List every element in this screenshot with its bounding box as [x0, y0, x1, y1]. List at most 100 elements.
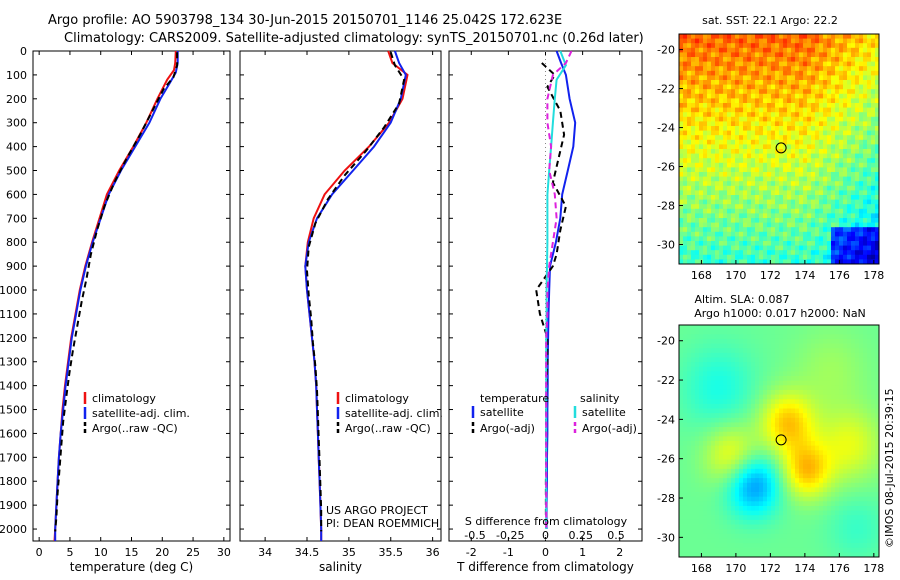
- heatmap-cell: [771, 158, 776, 164]
- heatmap-cell: [787, 103, 792, 108]
- heatmap-cell: [727, 338, 732, 344]
- heatmap-cell: [747, 334, 752, 340]
- heatmap-cell: [771, 185, 776, 191]
- heatmap-cell: [835, 162, 840, 168]
- heatmap-cell: [835, 144, 840, 150]
- heatmap-cell: [731, 75, 736, 81]
- heatmap-cell: [847, 348, 852, 354]
- heatmap-cell: [679, 103, 684, 108]
- heatmap-cell: [743, 441, 748, 447]
- heatmap-cell: [807, 61, 812, 67]
- heatmap-cell: [871, 116, 876, 122]
- heatmap-cell: [855, 408, 860, 414]
- heatmap-cell: [747, 376, 752, 382]
- heatmap-cell: [731, 218, 736, 223]
- heatmap-cell: [799, 515, 804, 521]
- heatmap-cell: [791, 98, 796, 104]
- heatmap-cell: [863, 61, 868, 67]
- heatmap-cell: [727, 362, 732, 368]
- heatmap-cell: [843, 519, 848, 525]
- heatmap-cell: [755, 181, 760, 187]
- heatmap-cell: [715, 343, 720, 349]
- heatmap-cell: [795, 487, 800, 493]
- heatmap-cell: [815, 441, 820, 447]
- heatmap-cell: [787, 204, 792, 210]
- heatmap-cell: [727, 250, 732, 256]
- heatmap-cell: [711, 399, 716, 405]
- heatmap-cell: [823, 441, 828, 447]
- heatmap-cell: [715, 181, 720, 187]
- y-tick-label: 800: [6, 236, 27, 249]
- heatmap-cell: [755, 61, 760, 67]
- heatmap-cell: [735, 389, 740, 395]
- heatmap-cell: [699, 218, 704, 223]
- heatmap-cell: [687, 84, 692, 90]
- heatmap-cell: [735, 231, 740, 237]
- heatmap-cell: [715, 199, 720, 205]
- heatmap-cell: [835, 515, 840, 521]
- heatmap-cell: [839, 34, 844, 39]
- heatmap-cell: [723, 459, 728, 465]
- heatmap-cell: [703, 496, 708, 502]
- heatmap-cell: [683, 408, 688, 414]
- heatmap-cell: [747, 362, 752, 368]
- heatmap-cell: [787, 259, 792, 265]
- heatmap-cell: [723, 482, 728, 488]
- heatmap-cell: [819, 195, 824, 200]
- heatmap-cell: [683, 389, 688, 395]
- heatmap-cell: [871, 524, 876, 530]
- heatmap-cell: [679, 80, 684, 85]
- heatmap-cell: [707, 80, 712, 85]
- heatmap-cell: [755, 130, 760, 136]
- heatmap-cell: [811, 103, 816, 108]
- heatmap-cell: [691, 144, 696, 150]
- heatmap-cell: [759, 417, 764, 423]
- heatmap-cell: [787, 417, 792, 423]
- heatmap-cell: [803, 52, 808, 58]
- heatmap-cell: [719, 135, 724, 141]
- heatmap-cell: [855, 431, 860, 437]
- heatmap-cell: [851, 236, 856, 242]
- heatmap-cell: [719, 176, 724, 182]
- heatmap-cell: [739, 357, 744, 363]
- heatmap-cell: [691, 254, 696, 260]
- heatmap-cell: [863, 515, 868, 521]
- heatmap-cell: [723, 431, 728, 437]
- heatmap-cell: [779, 478, 784, 484]
- heatmap-cell: [863, 492, 868, 498]
- heatmap-cell: [803, 492, 808, 498]
- heatmap-cell: [723, 496, 728, 502]
- heatmap-cell: [739, 149, 744, 154]
- heatmap-cell: [803, 218, 808, 223]
- heatmap-cell: [775, 524, 780, 530]
- heatmap-cell: [727, 529, 732, 535]
- heatmap-cell: [811, 343, 816, 349]
- heatmap-cell: [827, 422, 832, 428]
- heatmap-cell: [807, 93, 812, 99]
- heatmap-cell: [847, 376, 852, 382]
- heatmap-cell: [819, 70, 824, 76]
- heatmap-cell: [831, 34, 836, 39]
- heatmap-cell: [739, 254, 744, 260]
- heatmap-cell: [775, 399, 780, 405]
- heatmap-cell: [687, 107, 692, 113]
- heatmap-cell: [707, 422, 712, 428]
- heatmap-cell: [851, 334, 856, 340]
- heatmap-cell: [695, 492, 700, 498]
- heatmap-cell: [771, 103, 776, 108]
- heatmap-cell: [691, 362, 696, 368]
- heatmap-cell: [791, 501, 796, 507]
- heatmap-cell: [699, 459, 704, 465]
- heatmap-cell: [747, 236, 752, 242]
- heatmap-cell: [683, 413, 688, 419]
- heatmap-cell: [803, 362, 808, 368]
- heatmap-cell: [683, 167, 688, 173]
- heatmap-cell: [803, 505, 808, 511]
- heatmap-cell: [851, 204, 856, 210]
- heatmap-cell: [839, 98, 844, 104]
- heatmap-cell: [815, 399, 820, 405]
- heatmap-cell: [811, 389, 816, 395]
- heatmap-cell: [863, 431, 868, 437]
- heatmap-cell: [783, 43, 788, 49]
- heatmap-cell: [711, 473, 716, 479]
